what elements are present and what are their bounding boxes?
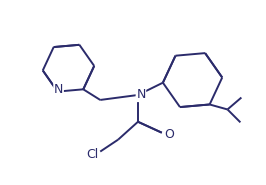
Text: N: N [54, 83, 63, 96]
Text: O: O [164, 128, 174, 141]
Text: N: N [136, 88, 146, 102]
Text: Cl: Cl [86, 148, 98, 161]
